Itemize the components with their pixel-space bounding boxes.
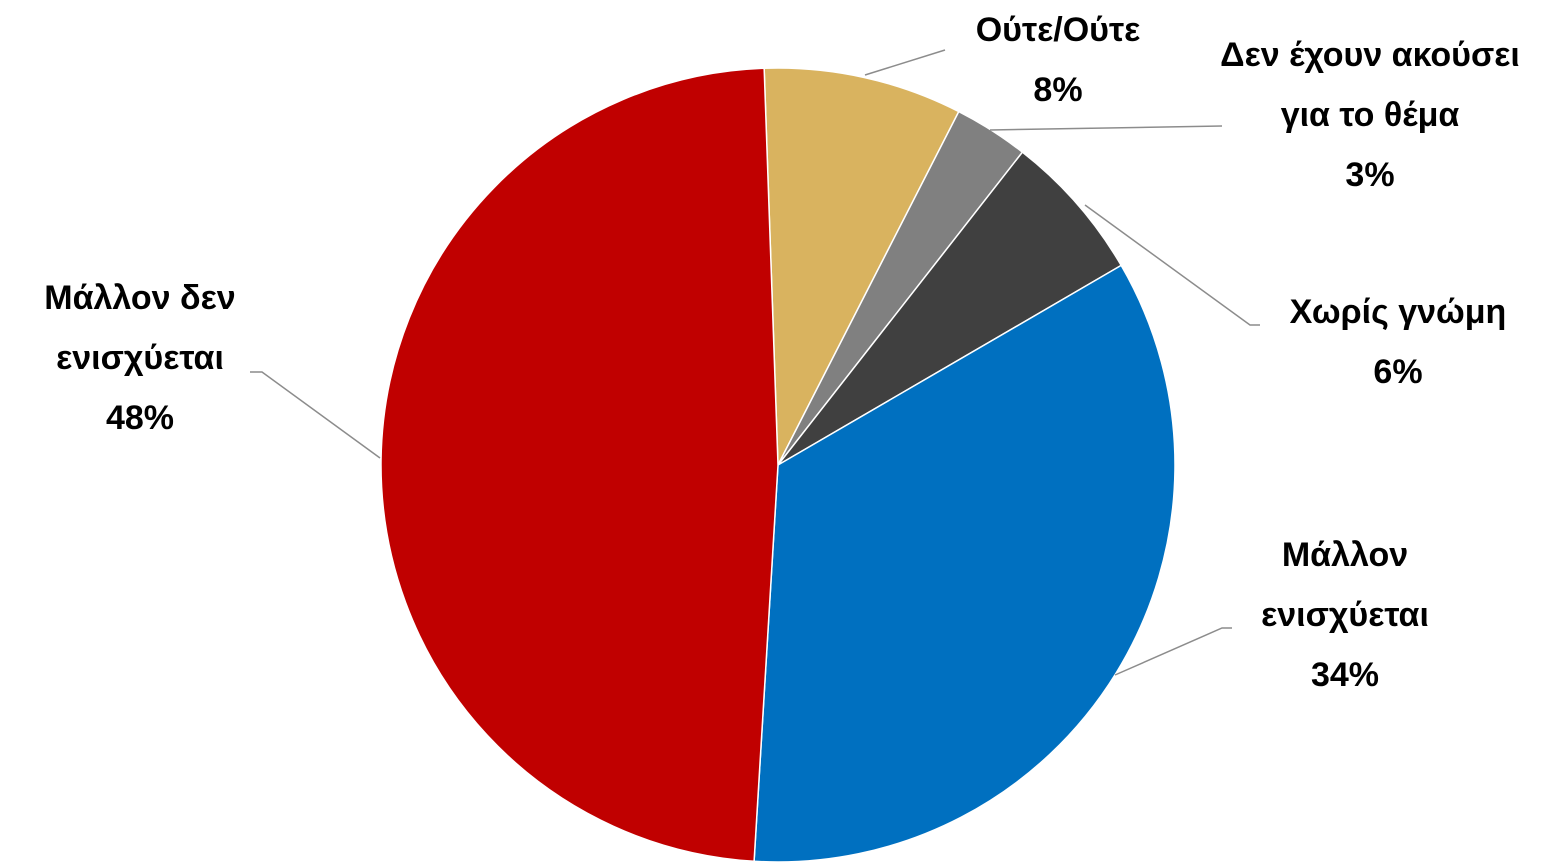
pie-slice [763, 67, 960, 468]
value-label: 3% [1345, 156, 1395, 194]
leader-line [250, 371, 381, 459]
category-name: Δεν έχουν ακούσει για το θέμα [1220, 36, 1520, 134]
value-label: 34% [1310, 656, 1380, 694]
pie-slice [777, 151, 1123, 466]
category-name: Χωρίς γνώμη [1289, 293, 1507, 331]
category-name: Μάλλον ενισχύεται [1261, 536, 1429, 634]
category-name: Ούτε/Ούτε [975, 11, 1141, 49]
slice-label: Χωρίς γνώμη 6% [1263, 282, 1533, 402]
value-label: 8% [1033, 71, 1083, 109]
leader-line [864, 49, 946, 76]
slice-label: Μάλλον ενισχύεται 34% [1225, 525, 1465, 705]
pie-slice [753, 264, 1176, 862]
leader-line [989, 125, 1223, 131]
slice-label: Μάλλον δεν ενισχύεται 48% [10, 268, 270, 448]
value-label: 48% [105, 399, 175, 437]
value-label: 6% [1373, 353, 1423, 391]
slice-label: Δεν έχουν ακούσει για το θέμα 3% [1220, 25, 1520, 205]
category-name: Μάλλον δεν ενισχύεται [44, 279, 236, 377]
leader-line [1114, 627, 1232, 676]
slice-label: Ούτε/Ούτε 8% [898, 0, 1218, 120]
pie-slice [380, 67, 779, 862]
leader-line [1084, 204, 1260, 326]
